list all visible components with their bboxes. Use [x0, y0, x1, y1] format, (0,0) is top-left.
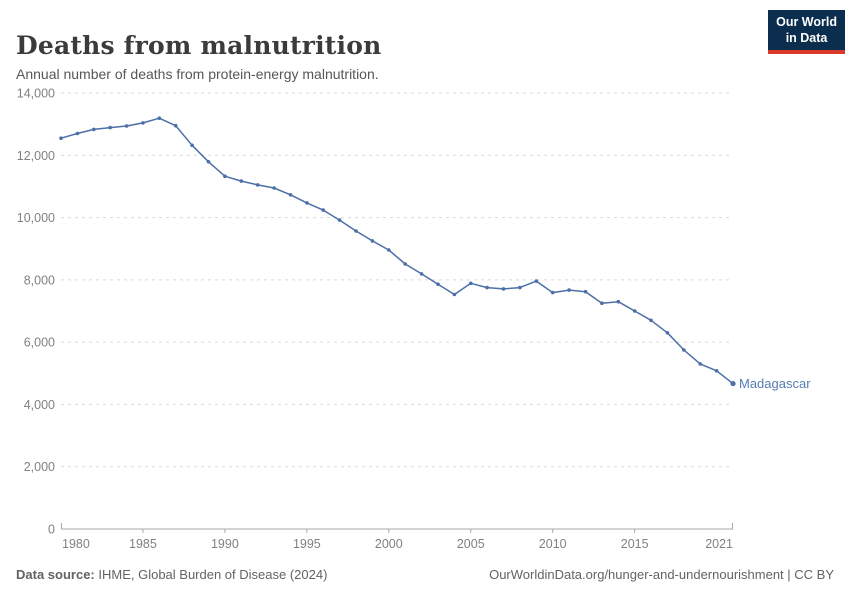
data-point[interactable]	[305, 201, 309, 205]
data-point[interactable]	[75, 131, 80, 136]
data-point[interactable]	[550, 290, 555, 295]
x-axis-tick-label: 2021	[705, 537, 733, 551]
data-point[interactable]	[108, 125, 112, 130]
data-point[interactable]	[436, 282, 440, 287]
data-point[interactable]	[255, 183, 260, 187]
trend-line[interactable]	[60, 117, 734, 385]
x-axis-tick-label: 2010	[539, 537, 567, 551]
x-axis-tick-label: 1990	[211, 537, 239, 551]
data-point[interactable]	[469, 281, 473, 286]
x-axis-tick-label: 1985	[129, 537, 157, 551]
data-point[interactable]	[485, 285, 489, 290]
owid-logo[interactable]: Our World in Data	[768, 10, 845, 55]
y-axis-tick-label: 6,000	[24, 336, 55, 350]
data-point[interactable]	[206, 160, 211, 164]
data-point[interactable]	[583, 289, 588, 294]
data-point[interactable]	[649, 318, 653, 323]
y-axis-tick-label: 2,000	[24, 460, 55, 474]
series-label-madagascar[interactable]: Madagascar	[739, 376, 811, 391]
data-point[interactable]	[698, 362, 702, 366]
data-point[interactable]	[403, 262, 408, 266]
page-subtitle: Annual number of deaths from protein-ene…	[16, 66, 379, 82]
x-axis-tick-label: 2005	[457, 537, 485, 551]
data-point[interactable]	[714, 369, 719, 373]
y-axis-tick-label: 14,000	[17, 87, 55, 101]
data-point[interactable]	[272, 186, 276, 190]
data-point[interactable]	[616, 299, 621, 304]
data-point[interactable]	[354, 229, 358, 233]
data-point[interactable]	[501, 287, 506, 291]
data-point[interactable]	[452, 292, 457, 297]
data-point[interactable]	[59, 136, 63, 140]
datasource-label: Data source:	[16, 567, 95, 582]
data-point[interactable]	[157, 116, 162, 120]
x-axis-tick-label: 2000	[375, 537, 403, 551]
data-point[interactable]	[92, 127, 96, 132]
data-point[interactable]	[239, 179, 244, 183]
x-axis-tick-label: 2015	[621, 537, 649, 551]
data-point[interactable]	[518, 285, 522, 290]
y-axis-tick-label: 8,000	[24, 273, 55, 287]
y-axis-tick-label: 4,000	[24, 398, 55, 412]
chart-footer: Data source: IHME, Global Burden of Dise…	[16, 567, 834, 582]
y-axis-tick-label: 12,000	[17, 149, 55, 163]
owid-logo-line1: Our World	[776, 15, 837, 29]
data-point[interactable]	[665, 331, 670, 335]
data-point[interactable]	[173, 123, 178, 128]
data-point[interactable]	[370, 239, 375, 243]
data-point[interactable]	[321, 208, 326, 212]
data-point[interactable]	[567, 288, 571, 292]
datasource-value: IHME, Global Burden of Disease (2024)	[94, 567, 328, 582]
data-point[interactable]	[288, 193, 293, 197]
data-point[interactable]	[190, 143, 194, 148]
owid-logo-line2: in Data	[785, 30, 828, 45]
datasource-text: Data source: IHME, Global Burden of Dise…	[16, 567, 327, 582]
data-point[interactable]	[600, 301, 604, 306]
data-point[interactable]	[337, 218, 342, 222]
data-point[interactable]	[141, 121, 145, 125]
x-axis-tick-label: 1995	[293, 537, 321, 551]
license-text[interactable]: OurWorldinData.org/hunger-and-undernouri…	[489, 567, 834, 582]
series-end-point[interactable]	[730, 380, 736, 387]
data-point[interactable]	[534, 279, 539, 283]
y-axis-tick-label: 10,000	[17, 211, 55, 225]
data-point[interactable]	[124, 124, 129, 128]
page-title: Deaths from malnutrition	[16, 30, 382, 60]
data-point[interactable]	[419, 272, 424, 276]
data-point[interactable]	[223, 174, 227, 178]
data-point[interactable]	[682, 348, 686, 352]
x-axis-tick-label: 1980	[62, 537, 90, 551]
data-point[interactable]	[387, 248, 391, 252]
y-axis-tick-label: 0	[48, 523, 55, 537]
data-point[interactable]	[632, 309, 637, 313]
